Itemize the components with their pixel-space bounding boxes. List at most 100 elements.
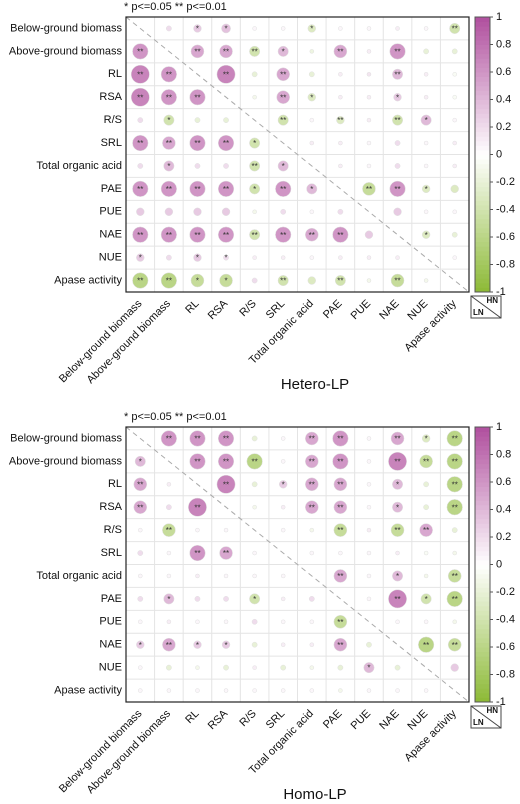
colorbar-step [475, 477, 490, 483]
significance-mark: ** [166, 93, 172, 102]
correlation-circle [251, 71, 258, 78]
significance-mark: ** [223, 185, 229, 194]
significance-mark: ** [452, 641, 458, 650]
significance-mark: ** [337, 47, 343, 56]
correlation-circle [333, 523, 348, 537]
colorbar-label: 1 [496, 421, 502, 433]
correlation-circle [334, 275, 346, 286]
correlation-circle [130, 64, 150, 84]
correlation-circle [419, 523, 433, 537]
correlation-circle [190, 273, 205, 288]
correlation-circle [419, 454, 433, 469]
correlation-circle [280, 255, 286, 260]
correlation-circle [221, 23, 231, 34]
significance-mark: ** [194, 503, 200, 512]
correlation-circle [189, 453, 206, 470]
significance-mark: ** [394, 457, 400, 466]
significance-mark: ** [423, 457, 429, 466]
colorbar-step [475, 287, 490, 293]
correlation-circle [249, 160, 261, 172]
correlation-circle [333, 500, 348, 514]
correlation-circle [251, 618, 258, 625]
colorbar-step [475, 273, 490, 279]
significance-mark: ** [223, 435, 229, 444]
correlation-circle [164, 207, 174, 216]
colorbar-step [475, 582, 490, 588]
correlation-circle [366, 94, 372, 100]
correlation-circle [309, 665, 315, 670]
correlation-circle [364, 230, 374, 239]
significance-mark: ** [280, 70, 286, 79]
significance-mark: * [167, 162, 170, 171]
correlation-circle [395, 688, 400, 693]
significance-mark: * [282, 480, 285, 489]
colorbar-step [475, 550, 490, 556]
column-label: PAE [321, 298, 344, 321]
correlation-circle [333, 44, 348, 59]
colorbar-label: 0.6 [496, 66, 511, 78]
colorbar-step [475, 94, 490, 100]
colorbar-step [475, 35, 490, 41]
row-label: PAE [101, 183, 122, 195]
correlation-circle [423, 140, 429, 146]
correlation-circle [366, 596, 372, 602]
colorbar-step [475, 67, 490, 73]
correlation-circle [216, 474, 236, 494]
significance-mark: ** [137, 480, 143, 489]
correlation-circle [280, 642, 286, 647]
correlation-circle [193, 24, 202, 33]
correlation-circle [132, 43, 149, 60]
colorbar-step [475, 21, 490, 27]
significance-mark: * [224, 641, 227, 650]
correlation-circle [137, 596, 144, 602]
column-label: Apase activity [402, 297, 459, 354]
correlation-circle [423, 688, 429, 693]
correlation-circle [309, 550, 315, 556]
correlation-circle [392, 501, 403, 513]
correlation-circle [252, 688, 257, 693]
correlation-circle [132, 226, 149, 243]
correlation-circle [366, 255, 372, 260]
colorbar-step [475, 436, 490, 442]
row-label: R/S [104, 114, 122, 126]
colorbar-step [475, 108, 490, 114]
corner-lower: LN [473, 308, 484, 317]
significance-mark: ** [223, 480, 229, 489]
significance-mark: * [310, 93, 313, 102]
colorbar-step [475, 218, 490, 224]
significance-mark: ** [337, 435, 343, 444]
significance-mark: ** [137, 47, 143, 56]
row-label: SRL [101, 547, 122, 559]
correlation-circle [388, 589, 407, 609]
colorbar-step [475, 17, 490, 23]
colorbar-step [475, 136, 490, 142]
colorbar-step [475, 195, 490, 201]
colorbar-step [475, 177, 490, 183]
correlation-circle [166, 482, 172, 487]
plot-frame [125, 16, 470, 293]
colorbar-label: -0.8 [496, 668, 515, 680]
significance-mark: ** [337, 231, 343, 240]
colorbar-step [475, 278, 490, 284]
correlation-circle [452, 94, 457, 100]
significance-mark: ** [394, 526, 400, 535]
correlation-circle [249, 137, 261, 149]
significance-mark: ** [280, 93, 286, 102]
significance-mark: ** [166, 139, 172, 148]
correlation-circle [189, 430, 206, 447]
chart-title: Hetero-LP [281, 376, 349, 393]
colorbar-step [475, 204, 490, 210]
correlation-circle [423, 26, 429, 31]
correlation-circle [160, 180, 177, 197]
colorbar-step [475, 647, 490, 653]
colorbar-step [475, 500, 490, 506]
correlation-circle [189, 544, 206, 562]
significance-mark: ** [394, 277, 400, 286]
row-label: Above-ground biomass [9, 45, 123, 57]
corner-upper: HN [486, 706, 498, 715]
colorbar-step [475, 692, 490, 698]
colorbar-step [475, 578, 490, 584]
significance-mark: ** [166, 641, 172, 650]
correlation-circle [137, 163, 144, 169]
correlation-circle [252, 504, 257, 510]
